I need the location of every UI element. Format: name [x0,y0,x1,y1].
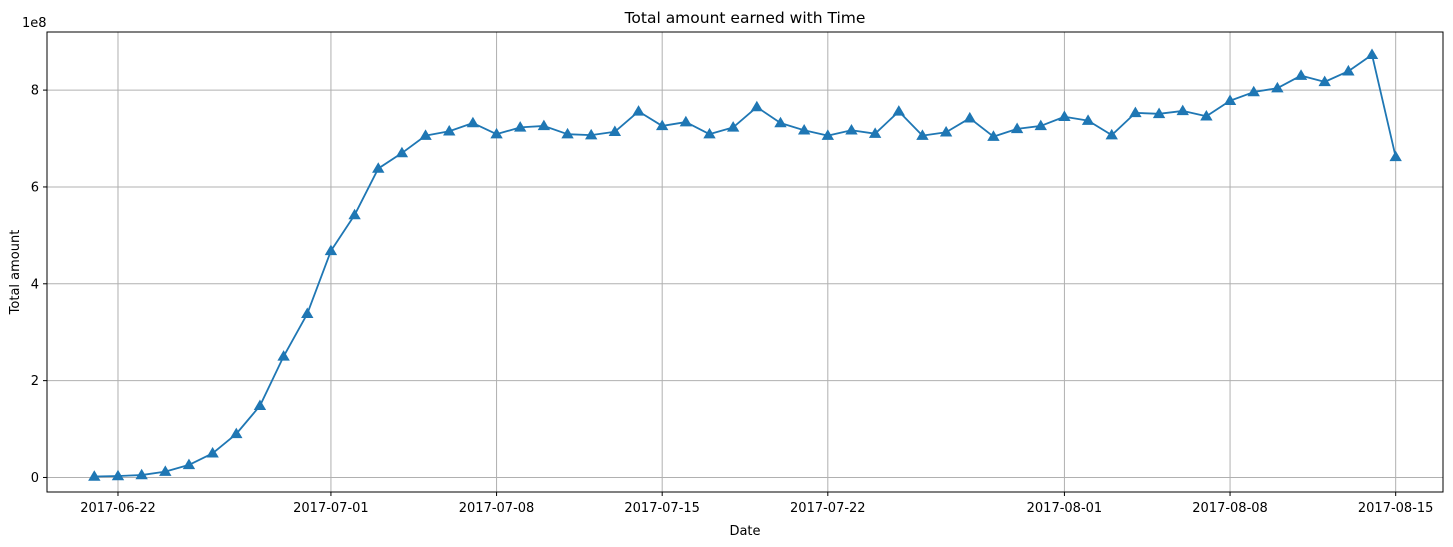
data-point-marker [514,121,527,132]
x-tick-label: 2017-07-22 [790,501,866,516]
plot-frame [46,31,1444,493]
x-tick-label: 2017-08-01 [1027,501,1103,516]
data-point-marker [277,350,290,361]
y-offset-text: 1e8 [22,16,47,31]
x-tick-label: 2017-07-08 [459,501,535,516]
data-point-marker [1318,75,1331,87]
data-point-marker [88,470,101,481]
data-point-marker [1152,107,1166,119]
data-point-marker [537,119,551,131]
chart-title: Total amount earned with Time [624,9,866,27]
data-point-marker [230,427,243,439]
data-point-marker [632,105,645,116]
y-tick-label: 4 [31,277,39,292]
data-point-marker [395,146,409,158]
data-point-marker [324,244,338,256]
data-point-marker [206,446,219,458]
data-point-marker [750,100,764,112]
data-point-marker [1058,110,1071,121]
data-point-marker [1200,109,1213,121]
x-axis-label: Date [729,524,760,539]
data-point-marker [1223,94,1237,106]
data-point-marker [1271,81,1284,93]
data-point-marker [655,119,669,131]
data-point-marker [703,127,716,139]
data-point-marker [1389,150,1402,162]
data-point-marker [821,129,835,140]
data-point-marker [1034,119,1047,131]
data-point-marker [490,127,503,139]
data-point-marker [845,124,858,135]
data-point-marker [466,116,480,128]
data-point-marker [1342,64,1355,76]
data-point-marker [868,127,882,138]
data-point-marker [372,162,385,173]
data-point-marker [679,115,693,127]
data-point-marker [774,116,787,128]
y-tick-label: 2 [31,374,39,389]
data-point-marker [585,128,598,140]
y-tick-label: 8 [31,84,39,99]
data-point-marker [135,468,148,480]
y-tick-label: 0 [31,471,39,486]
data-point-marker [987,130,1000,141]
data-point-marker [1010,122,1024,134]
data-point-marker [1129,106,1142,118]
data-point-marker [1247,85,1260,97]
data-point-marker [182,458,196,470]
series-line [94,53,1397,478]
data-point-marker [443,124,456,136]
data-point-marker [561,127,574,139]
x-tick-label: 2017-06-22 [80,501,156,516]
data-point-marker [253,399,267,411]
data-point-marker [1176,104,1189,116]
data-point-marker [1081,114,1095,125]
data-point-marker [301,307,314,319]
data-point-marker [1294,69,1308,80]
data-point-marker [963,111,976,123]
data-point-marker [348,208,361,220]
y-tick-label: 6 [31,180,39,195]
data-point-marker [939,125,953,137]
data-point-marker [111,469,125,481]
x-tick-label: 2017-08-15 [1358,501,1434,516]
data-point-marker [1105,128,1118,140]
data-point-marker [726,121,740,132]
x-axis: 2017-06-22 2017-07-01 2017-07-08 2017-07-15… [80,492,1433,516]
data-point-marker [797,124,811,135]
y-axis-label: Total amount [8,230,23,316]
data-point-marker [159,465,172,476]
y-axis: 0 2 4 6 8 [31,84,47,486]
data-point-marker [892,105,905,116]
data-point-marker [608,125,622,136]
x-tick-label: 2017-07-01 [293,501,369,516]
x-tick-label: 2017-08-08 [1192,501,1268,516]
data-point-marker [419,129,432,140]
grid-lines [47,32,1443,492]
x-tick-label: 2017-07-15 [624,501,700,516]
series-line-group [88,48,1402,481]
data-point-marker [916,129,929,140]
data-point-marker [1365,48,1379,60]
